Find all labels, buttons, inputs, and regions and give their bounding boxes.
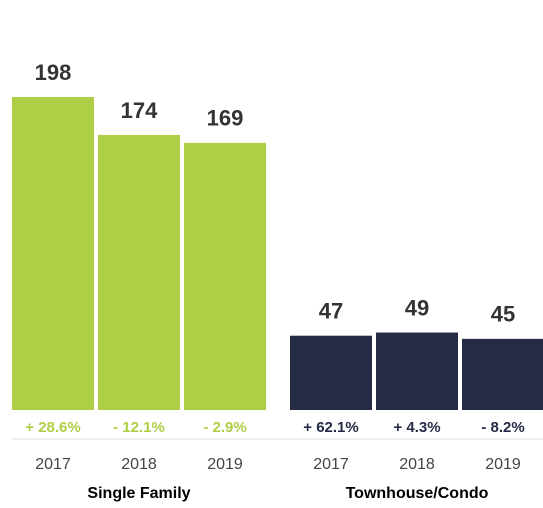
value-label: 49: [405, 295, 429, 320]
bar: [98, 134, 180, 410]
x-tick-label: 2017: [313, 456, 349, 473]
bar: [12, 97, 94, 410]
x-tick-label: 2019: [485, 456, 521, 473]
bar: [376, 332, 458, 410]
x-tick-label: 2017: [35, 456, 71, 473]
x-tick-label: 2018: [121, 456, 157, 473]
x-tick-label: 2019: [207, 456, 243, 473]
bar: [184, 142, 266, 410]
change-label: + 62.1%: [303, 419, 358, 436]
change-label: - 8.2%: [481, 419, 524, 436]
x-tick-label: 2018: [399, 456, 435, 473]
group-label: Single Family: [87, 485, 190, 502]
group-label: Townhouse/Condo: [346, 485, 489, 502]
change-label: + 4.3%: [393, 419, 440, 436]
value-label: 169: [207, 106, 244, 131]
value-label: 45: [491, 302, 515, 327]
bar: [290, 335, 372, 410]
value-label: 174: [121, 98, 158, 123]
change-label: - 2.9%: [203, 419, 246, 436]
value-label: 198: [35, 60, 72, 85]
bar: [462, 338, 543, 410]
change-label: + 28.6%: [25, 419, 80, 436]
value-label: 47: [319, 299, 343, 324]
change-label: - 12.1%: [113, 419, 165, 436]
